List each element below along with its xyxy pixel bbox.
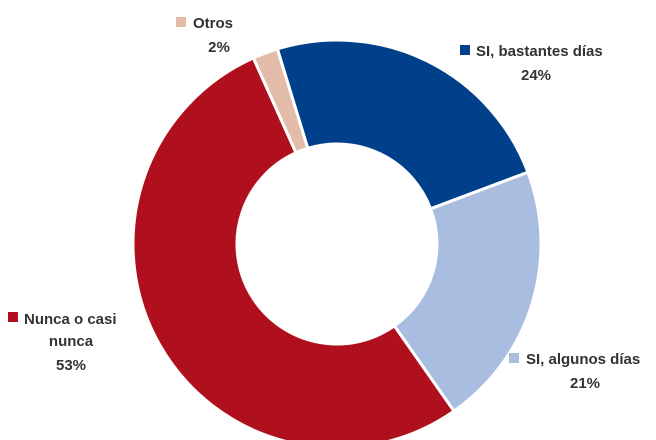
- legend-marker-algunos: [509, 353, 519, 363]
- slice-label-algunos-pct: 21%: [570, 375, 600, 392]
- slice-label-algunos: SI, algunos días 21%: [509, 351, 640, 392]
- legend-marker-nunca: [8, 312, 18, 322]
- legend-marker-otros: [176, 17, 186, 27]
- slice-bastantes: [275, 38, 530, 211]
- slice-algunos: [392, 170, 543, 413]
- slice-label-nunca: Nunca o casi nunca 53%: [8, 311, 117, 374]
- slice-label-nunca-name-line2: nunca: [49, 333, 94, 350]
- slice-label-bastantes-pct: 24%: [521, 67, 551, 84]
- slice-otros: [251, 47, 310, 155]
- slice-label-otros-pct: 2%: [208, 39, 230, 56]
- slice-label-nunca-pct: 53%: [56, 357, 86, 374]
- legend-marker-bastantes: [460, 45, 470, 55]
- slice-label-algunos-name: SI, algunos días: [526, 351, 640, 368]
- donut-slices: [131, 38, 543, 440]
- slice-label-bastantes: SI, bastantes días 24%: [460, 43, 603, 84]
- slice-nunca: [131, 56, 456, 440]
- slice-label-otros: Otros 2%: [176, 15, 233, 56]
- slice-label-bastantes-name: SI, bastantes días: [476, 43, 603, 60]
- slice-label-otros-name: Otros: [193, 15, 233, 32]
- slice-label-nunca-name-line1: Nunca o casi: [24, 311, 117, 328]
